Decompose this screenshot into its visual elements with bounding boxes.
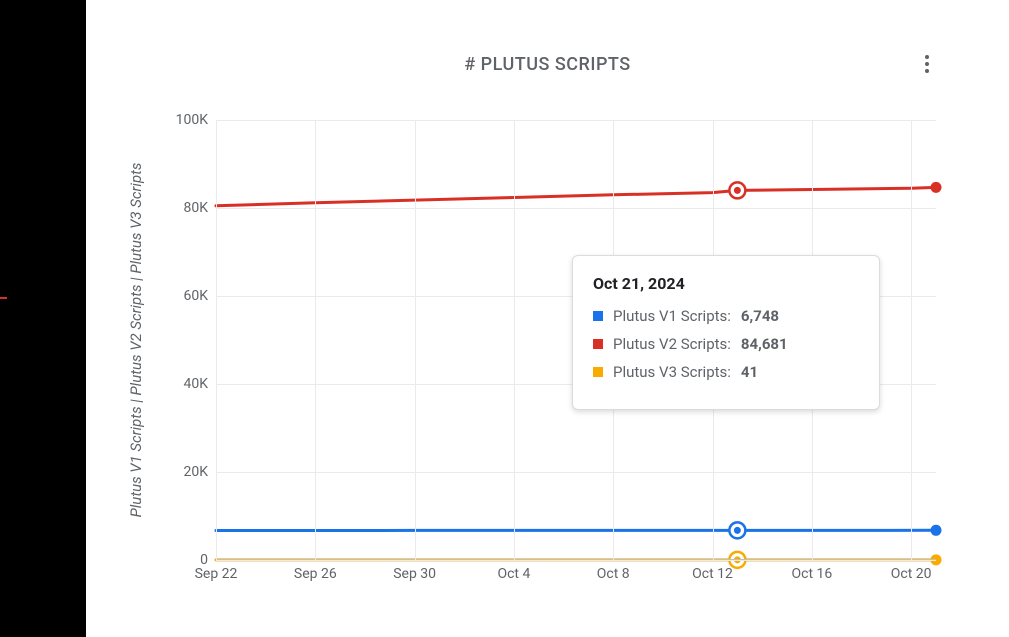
- sidebar-red-tick: [0, 297, 7, 299]
- x-tick-label: Oct 16: [791, 560, 832, 582]
- tooltip-swatch: [593, 367, 603, 377]
- tooltip-series-label: Plutus V3 Scripts:: [613, 363, 731, 381]
- gridline-v: [415, 120, 416, 560]
- chart-tooltip: Oct 21, 2024 Plutus V1 Scripts: 6,748Plu…: [572, 255, 880, 410]
- tooltip-row: Plutus V2 Scripts: 84,681: [593, 335, 859, 353]
- tooltip-swatch: [593, 311, 603, 321]
- tooltip-row: Plutus V1 Scripts: 6,748: [593, 307, 859, 325]
- y-tick-label: 40K: [183, 376, 216, 392]
- chart-plot-area: Plutus V1 Scripts | Plutus V2 Scripts | …: [216, 120, 936, 560]
- sidebar: [0, 0, 86, 637]
- gridline-v: [514, 120, 515, 560]
- gridline-v: [315, 120, 316, 560]
- tooltip-series-value: 84,681: [741, 335, 788, 353]
- x-tick-label: Sep 26: [294, 560, 337, 582]
- more-options-icon[interactable]: [915, 52, 939, 76]
- y-tick-label: 20K: [183, 464, 216, 480]
- x-tick-label: Oct 12: [692, 560, 733, 582]
- tooltip-series-value: 6,748: [741, 307, 779, 325]
- gridline-h: [216, 208, 936, 209]
- x-tick-label: Oct 4: [497, 560, 530, 582]
- x-tick-label: Oct 8: [597, 560, 630, 582]
- tooltip-series-label: Plutus V2 Scripts:: [613, 335, 731, 353]
- gridline-h: [216, 120, 936, 121]
- x-tick-label: Sep 30: [393, 560, 436, 582]
- tooltip-swatch: [593, 339, 603, 349]
- gridline-v: [911, 120, 912, 560]
- tooltip-row: Plutus V3 Scripts: 41: [593, 363, 859, 381]
- y-tick-label: 80K: [183, 200, 216, 216]
- chart-card: # PLUTUS SCRIPTS Plutus V1 Scripts | Plu…: [86, 0, 1009, 637]
- gridline-h: [216, 472, 936, 473]
- x-tick-label: Oct 20: [891, 560, 932, 582]
- y-tick-label: 60K: [183, 288, 216, 304]
- chart-title: # PLUTUS SCRIPTS: [86, 54, 1009, 75]
- y-axis-title: Plutus V1 Scripts | Plutus V2 Scripts | …: [127, 163, 145, 518]
- x-tick-label: Sep 22: [195, 560, 238, 582]
- gridline-v: [216, 120, 217, 560]
- y-tick-label: 100K: [176, 112, 216, 128]
- tooltip-series-label: Plutus V1 Scripts:: [613, 307, 731, 325]
- tooltip-series-value: 41: [741, 363, 758, 381]
- tooltip-title: Oct 21, 2024: [593, 274, 859, 293]
